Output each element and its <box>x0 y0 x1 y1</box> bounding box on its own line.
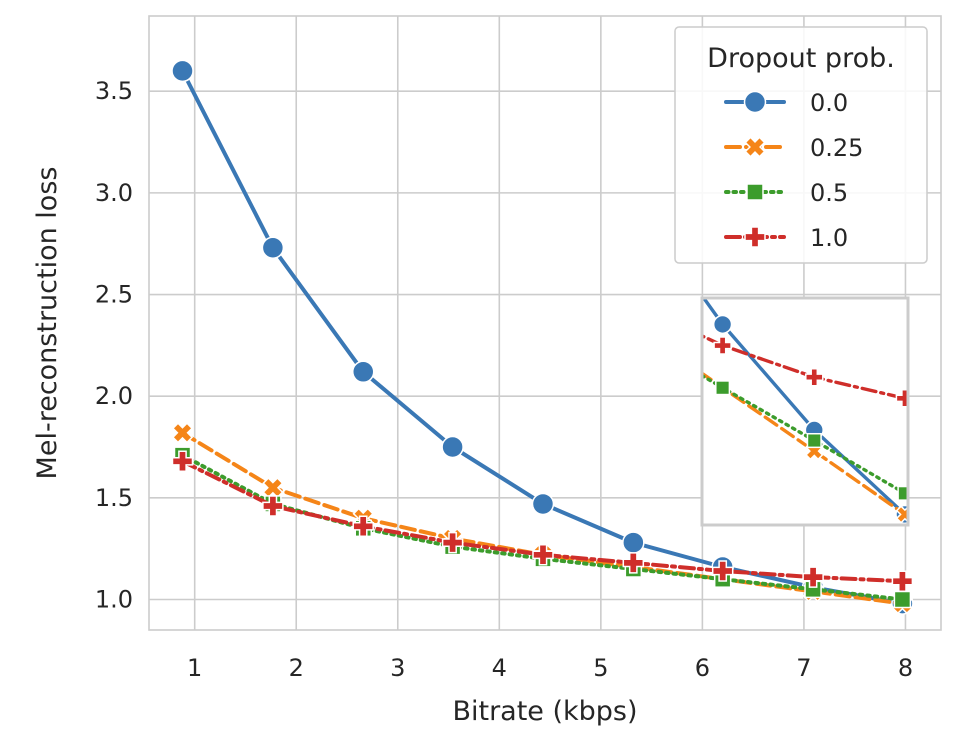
inset-point-1-0 <box>258 0 275 16</box>
point-0-0 <box>171 59 194 83</box>
y-tick-label: 3.5 <box>95 77 133 105</box>
y-tick-label: 2.0 <box>95 382 133 410</box>
inset-series-1-0 <box>258 0 908 408</box>
y-tick-label: 1.0 <box>95 586 133 614</box>
point-0-0 <box>441 435 464 459</box>
x-tick-label: 2 <box>289 654 304 682</box>
point-1-0 <box>441 531 464 554</box>
legend-item-0-0: 0.0 <box>724 89 848 117</box>
point-0-5 <box>893 590 912 609</box>
inset-point-0-5 <box>897 485 908 501</box>
legend-marker-1-0 <box>744 226 766 248</box>
legend-marker-0-25 <box>744 136 766 158</box>
legend-title: Dropout prob. <box>707 43 895 74</box>
inset-point-0-5 <box>260 0 274 4</box>
point-0-25 <box>171 422 194 444</box>
x-tick-label: 1 <box>187 654 202 682</box>
legend-label: 0.5 <box>810 179 848 207</box>
inset-point-0-5 <box>806 432 822 449</box>
point-0-0 <box>261 236 285 260</box>
inset-point-1-0 <box>895 389 908 408</box>
point-1-0 <box>532 544 554 566</box>
x-axis-label: Bitrate (kbps) <box>452 696 637 727</box>
legend-marker-0-0 <box>743 90 767 114</box>
point-1-0 <box>262 495 284 517</box>
point-0-0 <box>622 531 645 554</box>
legend-item-1-0: 1.0 <box>724 224 848 252</box>
legend: Dropout prob. 0.0 0.25 0.5 1.0 <box>674 26 928 264</box>
point-1-0 <box>622 552 645 574</box>
x-tick-labels: 1 2 3 4 5 6 7 8 <box>187 654 913 682</box>
x-tick-label: 3 <box>390 654 405 682</box>
y-tick-labels: 1.0 1.5 2.0 2.5 3.0 3.5 <box>95 77 133 613</box>
inset-background <box>702 298 908 525</box>
legend-item-0-25: 0.25 <box>724 134 863 162</box>
inset-point-1-0 <box>805 367 824 387</box>
x-tick-label: 5 <box>593 654 608 682</box>
inset-point-0-25 <box>895 505 908 524</box>
inset-line-0-25 <box>702 371 907 517</box>
y-tick-label: 2.5 <box>95 281 133 309</box>
x-tick-label: 8 <box>898 654 913 682</box>
series-1-0 <box>171 450 914 592</box>
y-axis-label: Mel-reconstruction loss <box>32 167 63 480</box>
point-1-0 <box>891 570 914 592</box>
y-tick-label: 3.0 <box>95 179 133 207</box>
x-tick-label: 6 <box>695 654 710 682</box>
inset-point-1-0 <box>713 336 732 355</box>
point-1-0 <box>352 515 374 538</box>
inset-point-0-0 <box>531 0 549 6</box>
legend-box <box>674 26 928 264</box>
y-tick-label: 1.5 <box>95 484 133 512</box>
legend-label: 0.0 <box>810 89 848 117</box>
inset-series-0-5 <box>260 0 908 501</box>
x-tick-label: 7 <box>796 654 811 682</box>
x-tick-label: 4 <box>492 654 507 682</box>
inset-frame <box>700 296 910 527</box>
legend-item-0-5: 0.5 <box>724 179 848 207</box>
zoom-inset <box>258 0 910 527</box>
legend-label: 0.25 <box>810 134 863 162</box>
point-1-0 <box>802 566 824 588</box>
legend-label: 1.0 <box>810 224 848 252</box>
legend-marker-0-5 <box>746 183 764 201</box>
line-1-0 <box>180 459 905 584</box>
point-0-0 <box>351 360 375 384</box>
inset-point-0-5 <box>715 380 731 396</box>
inset-line-0-0 <box>702 298 907 517</box>
inset-line-1-0 <box>702 334 907 400</box>
point-1-0 <box>171 450 194 473</box>
point-1-0 <box>711 560 734 582</box>
inset-series <box>258 0 908 525</box>
point-0-0 <box>531 492 555 516</box>
series-lines <box>171 59 914 615</box>
inset-point-0-0 <box>712 314 733 335</box>
